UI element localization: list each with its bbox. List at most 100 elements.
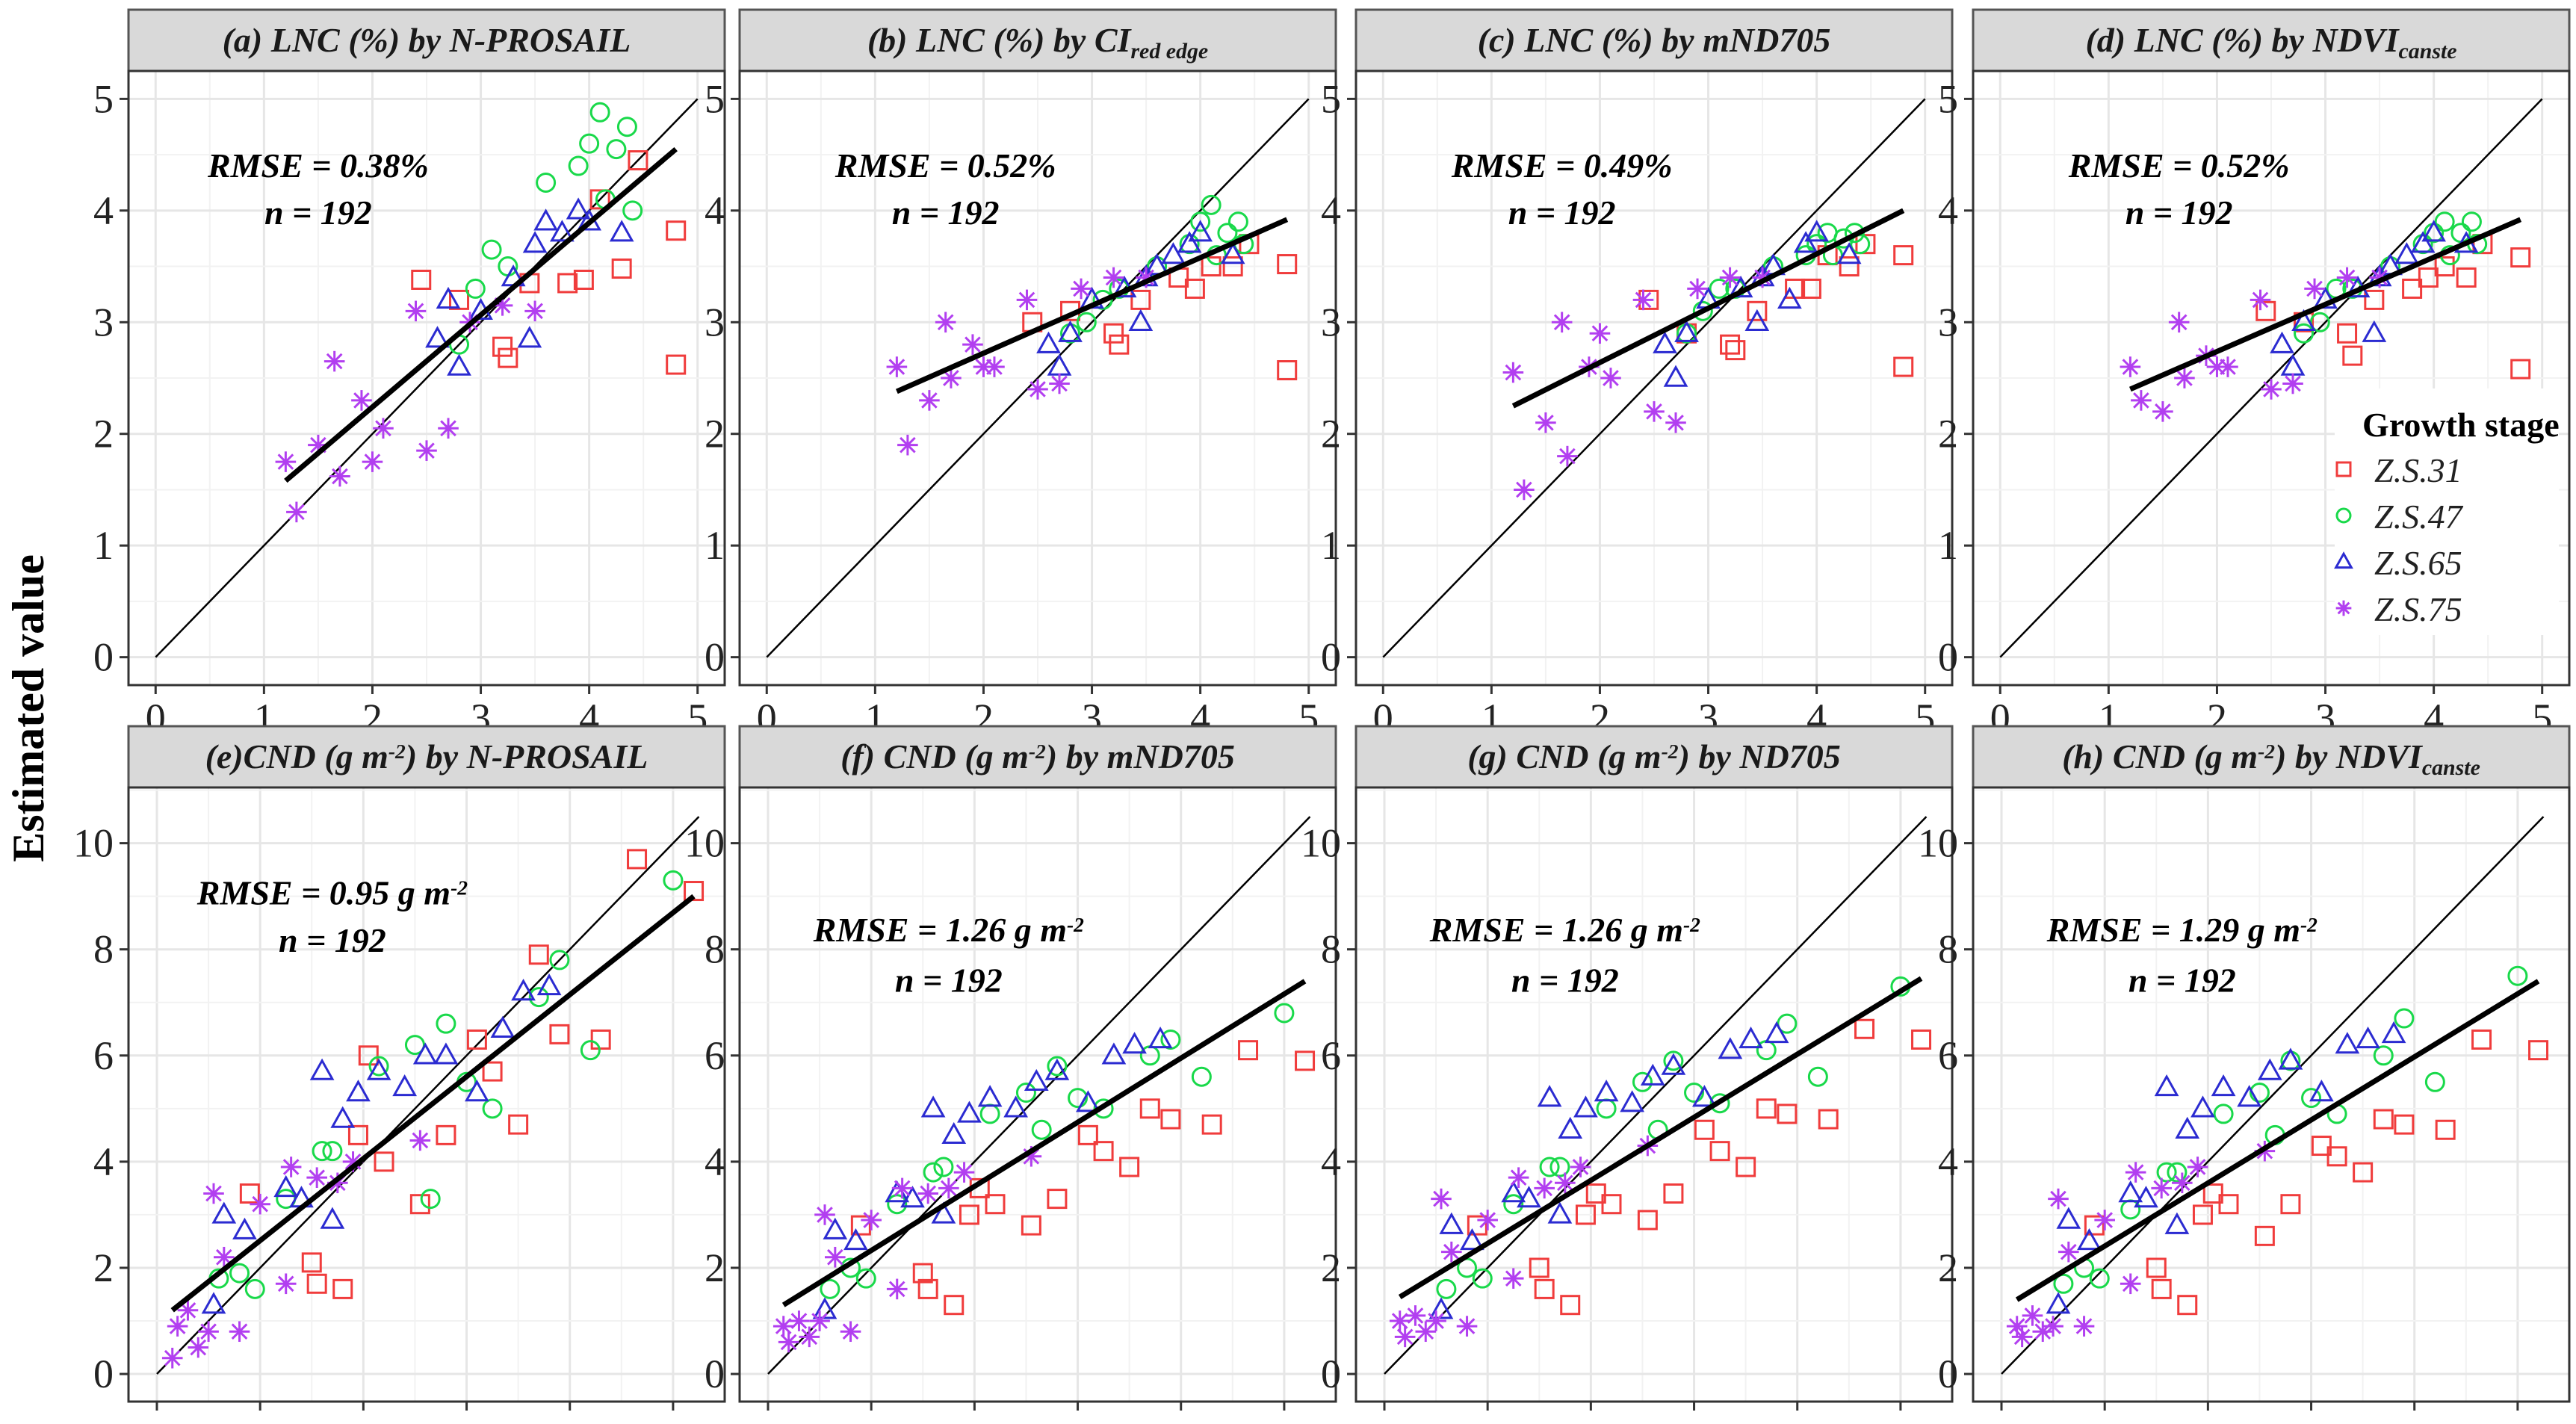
data-point-zs47	[663, 870, 684, 891]
triangle-marker	[1161, 242, 1186, 264]
data-point-zs75	[1071, 278, 1092, 300]
triangle-marker	[1620, 1090, 1644, 1112]
asterisk-stroke	[2153, 1180, 2170, 1197]
plot-border	[1354, 786, 1954, 1403]
circle-marker	[663, 870, 684, 891]
circle-marker	[549, 950, 570, 971]
panel-a: (a) LNC (%) by N-PROSAIL 0 1 2 3 4 5 0 1 2 3 4 5 RMSE…	[93, 8, 726, 740]
data-point-zs31	[611, 259, 632, 279]
y-tick-label: 2	[93, 1245, 114, 1290]
data-point-zs65	[320, 1207, 345, 1229]
circle-marker	[420, 1189, 441, 1210]
data-point-zs65	[211, 1201, 237, 1224]
data-point-zs65	[843, 1228, 868, 1251]
circle-marker	[436, 1013, 456, 1034]
asterisk-stroke	[2263, 381, 2279, 397]
data-point-zs75	[2094, 1210, 2115, 1230]
square-marker	[1893, 356, 1914, 377]
data-point-zs31	[2471, 1029, 2492, 1050]
data-point-zs65	[2175, 1116, 2200, 1139]
square-marker	[2394, 1114, 2415, 1135]
asterisk-stroke	[1538, 414, 1554, 431]
data-point-zs47	[1092, 289, 1113, 310]
data-point-zs65	[1122, 1032, 1147, 1054]
data-point-zs31	[850, 1215, 871, 1236]
square-marker	[1663, 1183, 1684, 1204]
data-point-zs47	[820, 1278, 840, 1299]
data-point-zs65	[977, 1085, 1003, 1107]
square-marker	[1222, 256, 1243, 277]
square-marker	[611, 259, 632, 279]
asterisk-stroke	[1396, 1328, 1414, 1346]
square-marker	[2151, 1278, 2172, 1299]
asterisk-stroke	[169, 1318, 186, 1334]
data-point-zs65	[1777, 286, 1802, 309]
data-point-zs65	[1558, 1116, 1583, 1139]
triangle-marker	[609, 220, 634, 242]
square-marker	[912, 1263, 933, 1284]
asterisk-stroke	[937, 314, 954, 331]
data-point-zs47	[322, 1141, 343, 1162]
triangle-marker	[425, 326, 450, 348]
y-tick-label: 0	[1938, 635, 1958, 680]
data-point-zs31	[1467, 1215, 1487, 1236]
square-marker	[627, 849, 648, 870]
circle-marker	[589, 102, 610, 123]
square-marker	[498, 347, 518, 368]
data-point-zs75	[167, 1316, 188, 1337]
x-tick-label: 8	[1787, 1412, 1807, 1420]
data-point-zs31	[347, 1124, 368, 1145]
x-tick-label: 10	[653, 1412, 693, 1420]
data-point-zs65	[1663, 365, 1688, 387]
square-marker	[374, 1151, 394, 1172]
asterisk-stroke	[1505, 364, 1522, 381]
data-point-zs47	[549, 950, 570, 971]
circle-marker	[1709, 1093, 1730, 1114]
data-point-zs31	[1601, 1194, 1622, 1215]
asterisk-stroke	[277, 1275, 294, 1293]
data-point-zs75	[188, 1337, 209, 1358]
data-point-zs75	[825, 1246, 846, 1268]
y-tick-label: 2	[1938, 1245, 1958, 1290]
data-point-zs75	[935, 312, 956, 333]
asterisk-stroke	[1051, 375, 1068, 392]
data-point-zs65	[1517, 1186, 1541, 1208]
data-point-zs65	[2237, 1085, 2261, 1107]
data-point-zs47	[1160, 1029, 1181, 1050]
data-point-zs75	[275, 1273, 297, 1295]
data-point-zs31	[1855, 234, 1876, 255]
triangle-marker	[2421, 220, 2446, 242]
data-point-zs47	[465, 278, 486, 299]
data-point-zs75	[1027, 379, 1048, 400]
triangle-marker	[490, 1015, 515, 1038]
data-point-zs65	[1744, 309, 1770, 331]
x-tick-label: 6	[2301, 1412, 2321, 1420]
square-marker	[1109, 334, 1130, 355]
data-point-zs75	[938, 1177, 959, 1199]
data-point-zs75	[984, 356, 1005, 377]
asterisk-stroke	[1105, 269, 1122, 286]
data-point-zs75	[405, 300, 427, 322]
data-point-zs75	[416, 440, 437, 461]
data-points	[2120, 211, 2531, 422]
data-point-zs47	[616, 117, 637, 137]
triangle-marker	[900, 1186, 925, 1208]
text-part: RMSE = 0.49%	[1451, 146, 1673, 185]
triangle-marker	[2046, 1292, 2071, 1314]
asterisk-stroke	[940, 1180, 957, 1197]
data-point-zs75	[2151, 1177, 2172, 1199]
text-part: (b) LNC (%) by CI	[867, 21, 1133, 59]
triangle-marker	[1128, 309, 1154, 331]
data-point-zs31	[2146, 1257, 2167, 1278]
square-marker	[1295, 1050, 1316, 1071]
triangle-marker	[1501, 1180, 1526, 1203]
triangle-marker	[330, 1106, 356, 1128]
x-tick-label: 4	[353, 1412, 374, 1420]
circle-marker	[482, 1098, 503, 1119]
n-annotation: n = 192	[892, 194, 1000, 232]
data-point-zs31	[666, 220, 687, 241]
data-point-zs47	[1436, 1278, 1457, 1299]
triangle-marker	[1674, 320, 1699, 342]
data-point-zs65	[550, 220, 575, 242]
